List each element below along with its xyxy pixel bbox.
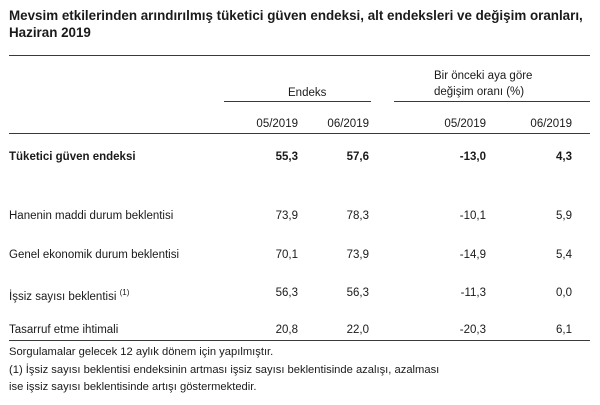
row-value: 70,1: [275, 249, 298, 261]
row-value: 73,9: [275, 210, 298, 222]
header-period-4: 06/2019: [530, 118, 572, 130]
row-value: -10,1: [459, 210, 486, 222]
footnote-line: (1) İşsiz sayısı beklentisi endeksinin a…: [9, 364, 440, 376]
header-group-change-line2: değişim oranı (%): [434, 86, 525, 98]
header-period-2: 06/2019: [327, 118, 369, 130]
row-label: Hanenin maddi durum beklentisi: [9, 210, 174, 222]
header-period-1: 05/2019: [256, 118, 298, 130]
row-value: 57,6: [346, 151, 369, 163]
row-value: 20,8: [275, 324, 298, 336]
header-period-3: 05/2019: [444, 118, 486, 130]
row-label: Tasarruf etme ihtimali: [9, 324, 119, 336]
row-value: 4,3: [556, 151, 572, 163]
row-label: İşsiz sayısı beklentisi: [9, 291, 117, 303]
footnote-line: ise işsiz sayısı beklentisinde artışı gö…: [9, 381, 257, 393]
footnote-marker: (1): [119, 288, 130, 297]
row-value: 0,0: [556, 287, 572, 299]
row-label: Tüketici güven endeksi: [9, 151, 136, 163]
row-value: 22,0: [346, 324, 369, 336]
row-value: 5,9: [556, 210, 572, 222]
bottom-rule: [9, 340, 590, 341]
row-value: 55,3: [275, 151, 298, 163]
top-rule: [9, 55, 590, 56]
row-label: Genel ekonomik durum beklentisi: [9, 249, 180, 261]
row-value: -20,3: [459, 324, 486, 336]
row-value: 5,4: [556, 249, 572, 261]
header-bottom-rule: [9, 133, 590, 134]
row-label-wrap: İşsiz sayısı beklentisi (1): [9, 286, 129, 304]
footnote-line: Sorgulamalar gelecek 12 aylık dönem için…: [9, 346, 274, 358]
table-title: Mevsim etkilerinden arındırılmış tüketic…: [9, 8, 583, 40]
row-value: -11,3: [460, 287, 486, 299]
header-group-change-line1: Bir önceki aya göre: [434, 70, 533, 82]
row-value: 73,9: [346, 249, 369, 261]
header-group-change-underline: [394, 101, 590, 102]
row-value: 6,1: [556, 324, 572, 336]
row-value: -14,9: [459, 249, 486, 261]
row-value: -13,0: [459, 151, 486, 163]
row-value: 56,3: [346, 287, 369, 299]
header-group-index: Endeks: [288, 87, 327, 99]
header-group-index-underline: [224, 101, 371, 102]
row-value: 56,3: [275, 287, 298, 299]
row-value: 78,3: [346, 210, 369, 222]
